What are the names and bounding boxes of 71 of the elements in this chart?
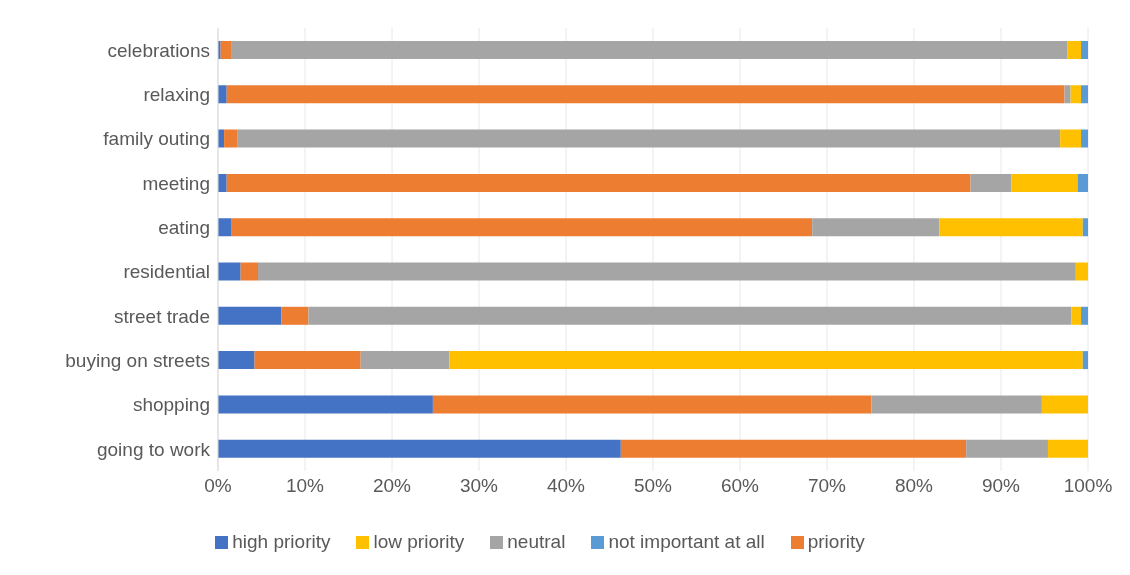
bar — [218, 395, 433, 414]
legend-label: low priority — [373, 531, 465, 552]
bar — [939, 218, 1083, 237]
bar — [218, 262, 241, 281]
bar — [1081, 306, 1088, 325]
x-tick-label: 90% — [981, 475, 1021, 497]
bar — [1064, 85, 1071, 104]
bar — [218, 218, 232, 237]
bar — [281, 306, 309, 325]
bar — [432, 395, 872, 414]
bar — [1041, 395, 1088, 414]
bar — [258, 262, 1076, 281]
bar — [231, 218, 813, 237]
bar — [226, 85, 1065, 104]
bar — [1081, 41, 1088, 59]
bar — [218, 439, 621, 458]
x-tick-label: 0% — [204, 475, 232, 497]
bar — [254, 351, 361, 370]
bar — [1077, 173, 1088, 192]
legend-label: neutral — [507, 531, 566, 552]
y-tick-label: shopping — [132, 394, 210, 416]
bar — [218, 85, 227, 104]
x-tick-label: 80% — [894, 475, 934, 497]
y-tick-label: going to work — [96, 438, 211, 460]
y-tick-label: street trade — [113, 305, 210, 327]
y-tick-label: family outing — [103, 128, 210, 150]
bar — [1082, 351, 1088, 370]
bar — [966, 439, 1048, 458]
bar — [240, 262, 259, 281]
bar — [1071, 306, 1082, 325]
y-tick-label: residential — [123, 261, 210, 283]
bar — [308, 306, 1072, 325]
bar — [218, 351, 255, 370]
bar — [231, 41, 1068, 59]
y-tick-label: meeting — [142, 172, 210, 194]
y-tick-label: eating — [158, 217, 210, 239]
bar — [449, 351, 1083, 370]
y-tick-label: relaxing — [143, 84, 210, 106]
bar — [1047, 439, 1088, 458]
x-tick-label: 70% — [807, 475, 847, 497]
legend-label: high priority — [232, 531, 331, 552]
bar — [1082, 218, 1088, 237]
bar — [218, 173, 227, 192]
bar — [226, 173, 971, 192]
x-tick-label: 10% — [285, 475, 325, 497]
x-tick-label: 60% — [720, 475, 760, 497]
bar — [224, 129, 238, 148]
bar — [871, 395, 1042, 414]
bar — [1070, 85, 1082, 104]
bar — [1011, 173, 1078, 192]
bar — [218, 306, 282, 325]
bar — [1075, 262, 1088, 281]
legend-label: not important at all — [608, 531, 765, 552]
bar — [1067, 41, 1082, 59]
x-tick-label: 100% — [1063, 475, 1113, 497]
x-tick-label: 40% — [546, 475, 586, 497]
bar — [1081, 85, 1088, 104]
bar — [360, 351, 450, 370]
x-tick-label: 50% — [633, 475, 673, 497]
x-tick-label: 30% — [459, 475, 499, 497]
bar — [1081, 129, 1088, 148]
bar — [237, 129, 1061, 148]
y-tick-label: buying on streets — [65, 349, 210, 371]
legend-label: priority — [807, 531, 865, 552]
bar — [220, 41, 232, 59]
bar — [620, 439, 967, 458]
y-tick-label: celebrations — [107, 39, 210, 61]
bar — [970, 173, 1012, 192]
bar — [812, 218, 940, 237]
bar — [1060, 129, 1082, 148]
x-tick-label: 20% — [372, 475, 412, 497]
